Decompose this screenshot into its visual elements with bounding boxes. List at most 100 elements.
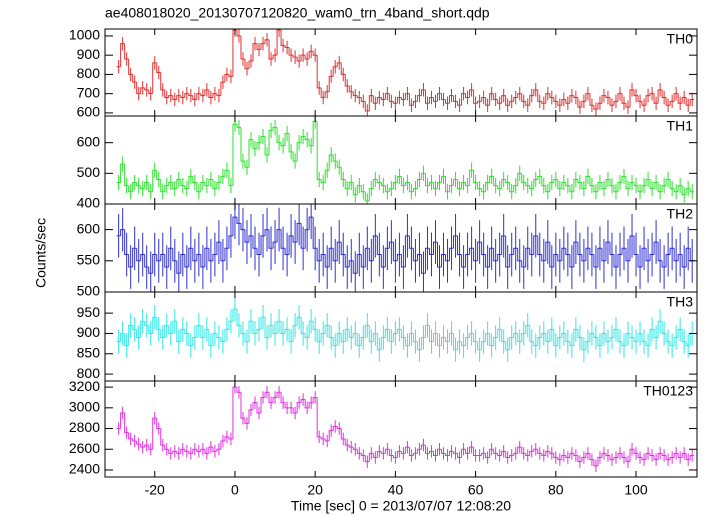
step-bin (481, 452, 486, 456)
step-bin (244, 59, 249, 70)
step-bin (577, 329, 582, 339)
step-bin (264, 229, 270, 236)
step-bin (144, 182, 149, 189)
step-bin (513, 97, 518, 102)
step-bin (545, 450, 550, 456)
step-bin (665, 333, 671, 343)
step-bin (288, 133, 294, 153)
step-bin (404, 93, 410, 100)
step-bin (180, 448, 185, 454)
step-bin (441, 449, 446, 454)
y-tick-label: 400 (77, 195, 101, 211)
step-bin (629, 333, 635, 339)
step-bin (629, 182, 635, 189)
step-bin (597, 337, 602, 347)
step-bin (228, 74, 233, 77)
step-bin (553, 329, 558, 347)
step-bin (557, 457, 562, 461)
step-bin (216, 448, 221, 452)
step-bin (681, 185, 687, 196)
step-bin (256, 402, 262, 414)
step-bin (585, 93, 590, 102)
step-bin (533, 448, 538, 452)
step-bin (288, 329, 294, 343)
step-bin (184, 254, 189, 268)
step-bin (473, 333, 478, 343)
step-bin (388, 188, 394, 192)
step-bin (392, 242, 398, 262)
x-tick-label: 0 (231, 482, 239, 498)
step-bin (320, 87, 326, 99)
y-tick-label: 550 (77, 251, 101, 267)
step-bin (232, 308, 237, 322)
step-bin (557, 337, 562, 346)
step-bin (328, 325, 334, 339)
step-bin (677, 185, 683, 192)
step-bin (605, 453, 610, 456)
step-bin (388, 93, 394, 102)
step-bin (296, 402, 302, 413)
step-bin (144, 254, 149, 268)
step-bin (573, 241, 578, 268)
step-bin (513, 332, 518, 338)
step-bin (633, 337, 639, 343)
step-bin (473, 170, 478, 184)
step-bin (561, 332, 566, 338)
step-bin (436, 182, 442, 189)
step-bin (581, 337, 586, 351)
step-bin (128, 432, 133, 440)
step-bin (617, 182, 622, 192)
step-bin (549, 93, 554, 99)
step-bin (529, 248, 534, 256)
step-bin (513, 452, 518, 456)
step-bin (132, 325, 137, 330)
y-tick-label: 800 (77, 65, 101, 81)
step-bin (304, 136, 310, 141)
step-bin (605, 178, 610, 189)
step-bin (473, 447, 478, 456)
step-bin (156, 62, 161, 73)
step-bin (477, 182, 482, 190)
step-bin (296, 222, 302, 243)
step-bin (637, 453, 643, 459)
step-bin (436, 93, 442, 102)
step-bin (589, 176, 594, 187)
step-bin (449, 247, 454, 261)
step-bin (320, 254, 326, 261)
step-bin (236, 217, 241, 224)
step-bin (509, 254, 514, 268)
step-bin (645, 178, 651, 186)
step-bin (300, 399, 306, 403)
step-bin (653, 182, 659, 189)
step-bin (457, 341, 462, 350)
step-bin (661, 185, 667, 192)
x-tick-label: 40 (388, 482, 404, 498)
step-bin (577, 179, 582, 184)
step-bin (292, 235, 298, 243)
step-bin (160, 72, 165, 91)
step-bin (212, 254, 217, 261)
step-bin (300, 54, 306, 61)
step-bin (581, 100, 586, 108)
step-bin (260, 316, 266, 330)
step-bin (224, 328, 229, 342)
step-bin (268, 129, 274, 155)
step-bin (312, 51, 318, 56)
step-bin (565, 182, 570, 187)
step-bin (300, 136, 306, 143)
step-bin (573, 178, 578, 192)
step-bin (152, 417, 157, 450)
panel-data (116, 204, 695, 292)
step-bin (156, 170, 161, 180)
step-bin (380, 337, 386, 350)
step-bin (272, 396, 278, 403)
step-bin (561, 247, 566, 261)
step-bin (276, 29, 282, 56)
step-bin (432, 182, 438, 190)
step-bin (465, 254, 470, 268)
step-bin (184, 185, 189, 190)
step-bin (629, 89, 635, 108)
step-bin (465, 182, 470, 187)
step-bin (541, 254, 546, 262)
step-bin (641, 457, 647, 461)
